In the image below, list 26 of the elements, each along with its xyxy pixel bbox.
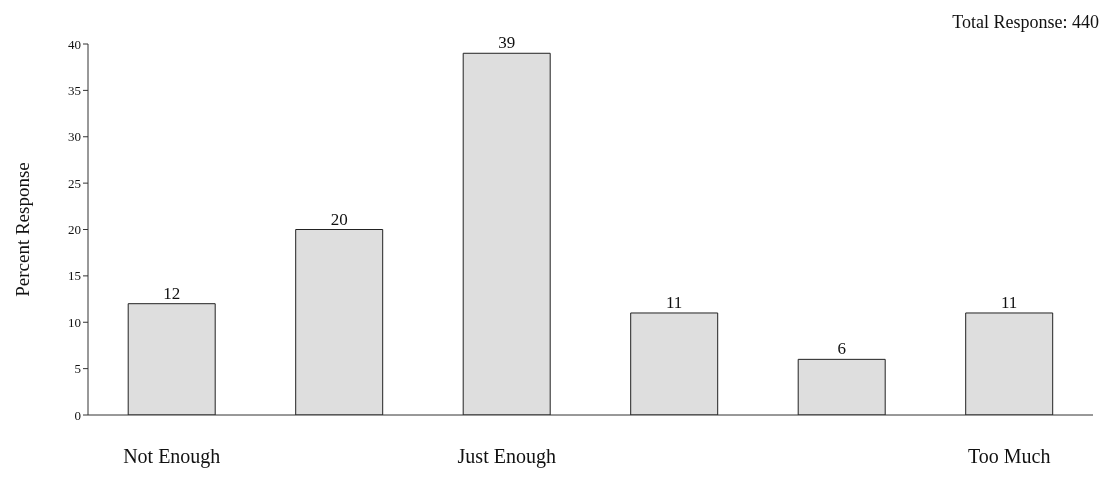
y-axis-title: Percent Response [11,162,33,297]
data-label: 11 [666,292,683,312]
data-label: 39 [498,33,516,53]
data-label: 20 [330,209,348,229]
x-tick-label: Too Much [968,445,1051,468]
bar [965,312,1054,415]
bar [630,312,719,415]
bar [462,52,551,415]
data-label: 6 [837,339,846,359]
data-label: 12 [163,283,181,303]
y-tick-label: 0 [74,407,81,423]
bar [295,229,384,415]
y-tick-label: 30 [68,129,81,145]
bar [127,303,216,415]
bar [797,358,886,415]
y-tick-label: 40 [68,36,81,52]
data-label: 11 [1001,292,1018,312]
y-tick-label: 25 [68,175,81,191]
y-tick-label: 5 [74,361,81,377]
y-tick-label: 15 [68,268,81,284]
text: Total Response: 440 [952,12,1099,33]
y-tick-label: 20 [68,222,81,238]
x-tick-label: Not Enough [123,445,221,469]
x-tick-label: Just Enough [457,445,556,469]
y-tick-label: 35 [68,82,81,98]
y-tick-label: 10 [68,314,81,330]
